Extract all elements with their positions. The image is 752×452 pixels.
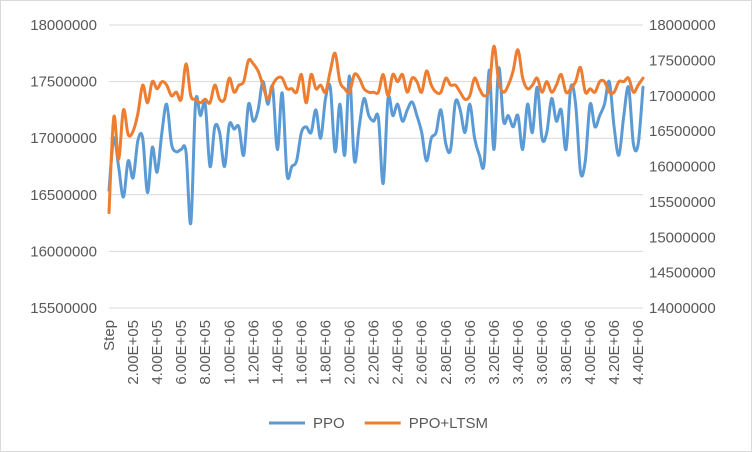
x-tick-label: 8.00E+05 (197, 320, 214, 385)
x-tick-label: 4.00E+05 (149, 320, 166, 385)
legend-label: PPO+LTSM (409, 415, 488, 432)
x-axis: Step 2.00E+05 4.00E+05 6.00E+05 8.00E+05 1.00… (101, 307, 647, 385)
series-lines (107, 44, 645, 225)
y-tick-label-left: 18000000 (30, 17, 97, 34)
x-tick-label: Step (101, 320, 118, 351)
y-axis-left: 15500000 16000000 16500000 17000000 17500000… (30, 17, 97, 317)
y-tick-label-left: 17000000 (30, 130, 97, 147)
y-tick-label-right: 16500000 (649, 123, 716, 140)
x-tick-label: 2.60E+06 (414, 320, 431, 385)
x-tick-label: 1.20E+06 (245, 320, 262, 385)
x-tick-label: 2.20E+06 (366, 320, 383, 385)
y-tick-label-right: 14500000 (649, 265, 716, 282)
y-tick-label-right: 18000000 (649, 17, 716, 34)
x-tick-label: 2.40E+06 (390, 320, 407, 385)
x-tick-label: 2.00E+05 (125, 320, 142, 385)
y-tick-label-right: 15000000 (649, 229, 716, 246)
gridlines (109, 24, 643, 309)
x-tick-label: 3.00E+06 (462, 320, 479, 385)
x-tick-label: 6.00E+05 (173, 320, 190, 385)
x-tick-label: 3.80E+06 (558, 320, 575, 385)
x-tick-label: 1.40E+06 (269, 320, 286, 385)
y-tick-label-right: 14000000 (649, 300, 716, 317)
x-tick-label: 2.80E+06 (438, 320, 455, 385)
x-tick-label: 3.60E+06 (534, 320, 551, 385)
x-tick-label: 4.20E+06 (606, 320, 623, 385)
y-tick-label-left: 16000000 (30, 243, 97, 260)
legend: PPO PPO+LTSM (269, 415, 488, 432)
legend-label: PPO (313, 415, 345, 432)
y-tick-label-right: 16000000 (649, 159, 716, 176)
series-line-ppo (107, 66, 645, 225)
x-tick-label: 3.40E+06 (510, 320, 527, 385)
y-tick-label-right: 17500000 (649, 52, 716, 69)
x-tick-label: 4.40E+06 (630, 320, 647, 385)
y-tick-label-left: 16500000 (30, 187, 97, 204)
x-tick-label: 4.00E+06 (582, 320, 599, 385)
x-tick-label: 3.20E+06 (486, 320, 503, 385)
y-tick-label-right: 17000000 (649, 88, 716, 105)
x-tick-label: 2.00E+06 (342, 320, 359, 385)
x-tick-label: 1.00E+06 (221, 320, 238, 385)
y-tick-label-left: 15500000 (30, 300, 97, 317)
x-tick-label: 1.60E+06 (293, 320, 310, 385)
y-tick-label-left: 17500000 (30, 74, 97, 91)
y-tick-label-right: 15500000 (649, 194, 716, 211)
series-line-ppo-ltsm (107, 44, 645, 214)
x-tick-label: 1.80E+06 (317, 320, 334, 385)
y-axis-right: 14000000 14500000 15000000 15500000 16000000… (649, 17, 716, 317)
